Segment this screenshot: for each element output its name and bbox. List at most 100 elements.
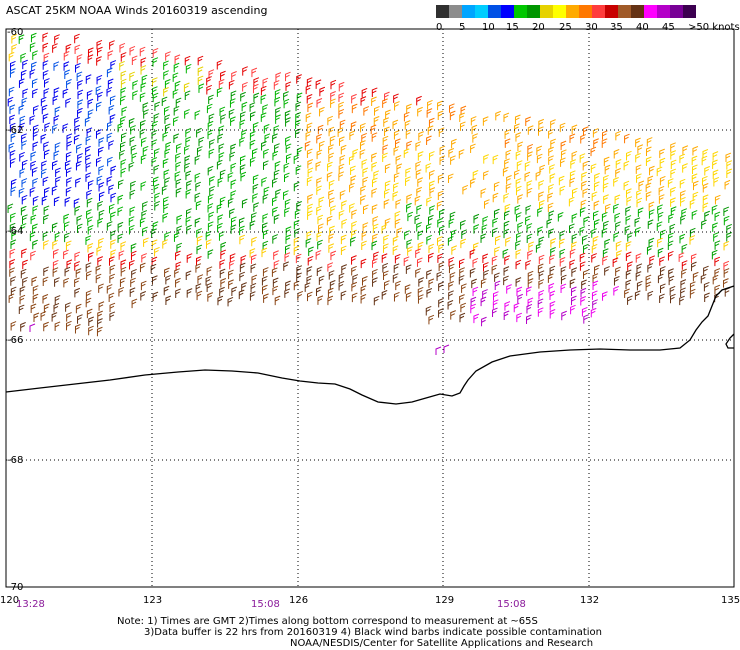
wind-speed-legend: 0 5 10 15 20 25 30 35 40 45 >50 knots	[436, 5, 740, 33]
wind-barb	[128, 216, 135, 226]
wind-barb	[692, 164, 698, 174]
wind-barb	[18, 304, 25, 315]
wind-barb	[670, 186, 676, 197]
time-label: 13:28	[16, 599, 45, 610]
wind-barb	[517, 141, 524, 151]
wind-barb	[669, 223, 676, 234]
wind-barb	[594, 172, 600, 183]
wind-barb	[162, 131, 169, 142]
wind-barb	[173, 105, 180, 116]
wind-barb	[293, 154, 300, 164]
wind-barb	[503, 228, 510, 239]
wind-barb	[207, 120, 214, 131]
wind-barb	[615, 130, 622, 141]
wind-barb	[513, 302, 520, 313]
wind-barb	[206, 84, 213, 95]
wind-barb	[240, 91, 246, 102]
wind-barb	[217, 177, 224, 187]
wind-barb	[637, 144, 644, 154]
wind-barb	[185, 127, 191, 138]
wind-barb	[51, 185, 58, 196]
wind-barb	[625, 188, 632, 198]
wind-barb	[392, 191, 399, 201]
wind-barb	[561, 310, 567, 321]
wind-barb	[459, 121, 466, 131]
wind-barb	[217, 214, 224, 224]
wind-barb	[108, 256, 115, 266]
wind-barb	[450, 155, 456, 165]
lon-label: 132	[580, 595, 599, 606]
wind-barb	[164, 148, 171, 159]
wind-barb	[42, 60, 49, 70]
wind-barb	[448, 148, 455, 158]
wind-barb	[240, 111, 246, 121]
wind-barb	[10, 186, 17, 196]
lon-label: 126	[289, 595, 308, 606]
wind-barb	[306, 275, 313, 285]
footnote-line-1: Note: 1) Times are GMT 2)Times along bot…	[117, 616, 538, 627]
wind-barb	[536, 145, 543, 156]
wind-barb	[107, 121, 113, 131]
wind-barb	[183, 82, 190, 93]
wind-barb	[384, 91, 390, 102]
wind-barb	[393, 263, 400, 273]
wind-barb	[549, 265, 556, 276]
wind-barb	[472, 258, 479, 268]
wind-barb	[261, 275, 268, 286]
wind-barb	[405, 167, 412, 178]
wind-barb	[18, 34, 25, 44]
wind-barb	[546, 218, 553, 229]
wind-barb	[392, 119, 399, 130]
wind-barb	[372, 258, 378, 268]
wind-barb	[97, 310, 103, 321]
wind-barb	[275, 72, 282, 82]
wind-barb	[692, 191, 699, 202]
wind-barb	[20, 69, 27, 80]
wind-barb	[173, 133, 180, 143]
wind-barb	[42, 231, 49, 241]
wind-barb	[240, 171, 247, 182]
wind-barb	[129, 189, 136, 200]
wind-barb	[65, 240, 72, 250]
wind-barb	[263, 186, 270, 197]
wind-barb	[328, 270, 335, 280]
wind-barb	[461, 229, 467, 239]
wind-barb	[31, 167, 38, 177]
wind-barb	[384, 180, 391, 190]
wind-barb	[394, 218, 401, 229]
wind-barb	[32, 285, 39, 295]
wind-barb	[8, 86, 15, 97]
wind-barb	[63, 277, 70, 288]
wind-barb	[592, 280, 599, 290]
wind-barb	[569, 133, 576, 144]
wind-barb	[425, 306, 432, 316]
wind-barb	[437, 100, 443, 111]
wind-barb	[680, 190, 686, 200]
wind-barb	[414, 214, 421, 225]
wind-barb	[582, 126, 589, 136]
wind-barb	[284, 198, 291, 209]
wind-barb	[96, 156, 102, 167]
wind-barb	[174, 54, 181, 64]
wind-barb	[63, 51, 70, 61]
wind-barb	[10, 286, 17, 297]
wind-barb	[65, 302, 71, 312]
wind-barb	[85, 154, 91, 164]
wind-barb	[526, 314, 532, 324]
wind-barb	[329, 225, 335, 236]
wind-barb	[692, 146, 699, 156]
wind-barb	[252, 83, 259, 94]
wind-barb	[228, 269, 234, 280]
wind-barb	[186, 224, 192, 235]
legend-tick-label: 10	[482, 22, 495, 33]
wind-barb	[139, 217, 146, 228]
wind-barb	[449, 103, 455, 113]
wind-barb	[285, 280, 291, 290]
wind-barb	[351, 93, 357, 104]
wind-barb	[571, 213, 578, 223]
wind-barb	[230, 216, 237, 226]
wind-barb	[316, 231, 323, 242]
wind-barb	[702, 202, 709, 212]
wind-barb	[66, 259, 73, 269]
wind-barb	[569, 278, 576, 289]
